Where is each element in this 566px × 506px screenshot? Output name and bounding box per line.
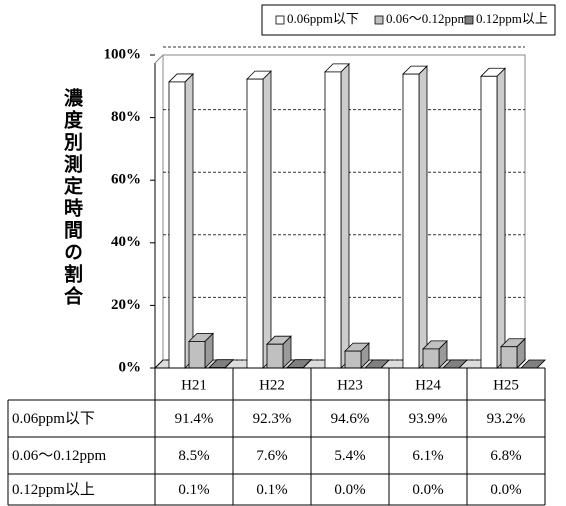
x-tick-label: H22 <box>259 377 285 393</box>
bar <box>324 71 342 369</box>
table-cell: 91.4% <box>175 411 214 427</box>
y-tick-label: 20% <box>111 297 141 313</box>
y-tick-label: 60% <box>111 172 141 188</box>
table-cell: 7.6% <box>256 448 287 464</box>
legend-swatch <box>374 15 384 25</box>
table-cell: 0.0% <box>412 482 443 498</box>
legend-swatch <box>464 15 474 25</box>
bar-side <box>184 72 194 369</box>
bar-top <box>520 359 546 369</box>
table-cell: 0.1% <box>178 482 209 498</box>
table-row-label: 0.06ppm以下 <box>12 411 95 427</box>
table-row-label: 0.12ppm以上 <box>12 481 95 498</box>
table-cell: 8.5% <box>178 448 209 464</box>
y-axis-title: 濃度別測定時間の割合 <box>61 88 82 308</box>
legend-label: 0.06～0.12ppm <box>386 11 468 26</box>
y-tick-label: 80% <box>111 109 141 125</box>
table-cell: 0.1% <box>256 482 287 498</box>
legend-label: 0.06ppm以下 <box>287 11 359 26</box>
legend-swatch <box>275 15 285 25</box>
y-tick-label: 100% <box>104 46 142 62</box>
table-cell: 93.9% <box>409 411 448 427</box>
y-tick-label: 40% <box>111 234 141 250</box>
bar <box>246 78 264 369</box>
bar <box>422 348 440 369</box>
table-cell: 0.0% <box>490 482 521 498</box>
wall-edge <box>154 54 164 64</box>
table-cell: 0.0% <box>334 482 365 498</box>
bar <box>266 343 284 369</box>
table-cell: 92.3% <box>253 411 292 427</box>
bar <box>344 350 362 369</box>
x-tick-label: H21 <box>181 377 207 393</box>
table-cell: 6.1% <box>412 448 443 464</box>
bar <box>402 73 420 369</box>
legend-label: 0.12ppm以上 <box>476 11 548 26</box>
bar-side <box>340 62 350 369</box>
legend-box <box>261 4 556 36</box>
table-cell: 5.4% <box>334 448 365 464</box>
bar-side <box>418 65 428 369</box>
x-tick-label: H24 <box>415 377 441 393</box>
bar-side <box>262 70 272 369</box>
bar <box>480 75 498 369</box>
x-tick-label: H23 <box>337 377 363 393</box>
bar-side <box>496 67 506 369</box>
table-cell: 94.6% <box>331 411 370 427</box>
x-tick-label: H25 <box>493 377 519 393</box>
table-cell: 93.2% <box>487 411 526 427</box>
bar <box>168 81 186 369</box>
table-row-label: 0.06～0.12ppm <box>12 448 107 464</box>
bar <box>188 340 206 369</box>
table-cell: 6.8% <box>490 448 521 464</box>
y-tick-label: 0% <box>119 359 142 375</box>
bar <box>500 346 518 369</box>
